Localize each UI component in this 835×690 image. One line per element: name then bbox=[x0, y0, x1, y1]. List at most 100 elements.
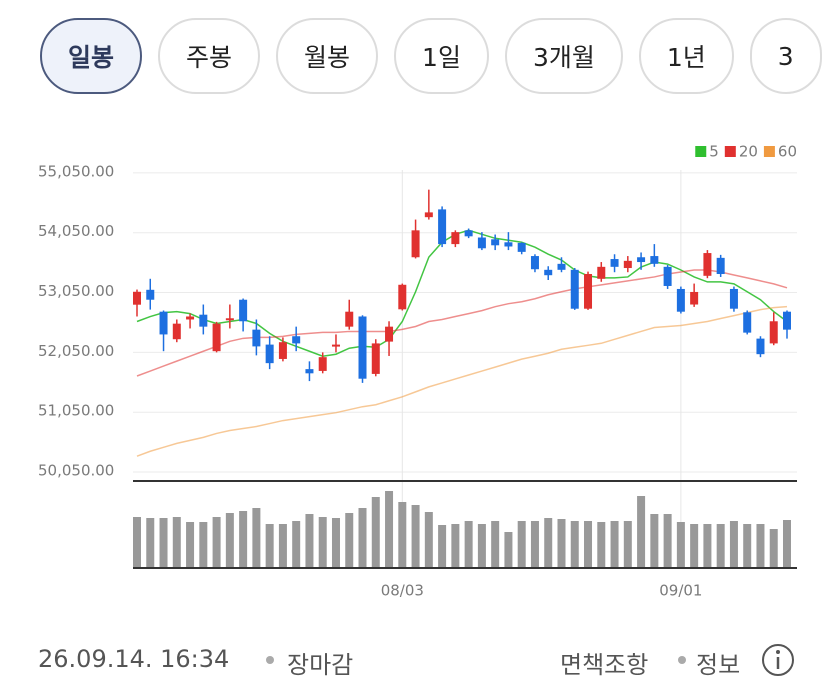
y-tick-label: 54,050.00 bbox=[38, 222, 114, 240]
candle-body bbox=[371, 343, 380, 374]
volume-bar bbox=[623, 521, 632, 568]
separator-dot bbox=[266, 656, 274, 664]
volume-bar bbox=[676, 522, 685, 568]
footer-icons bbox=[266, 644, 794, 676]
volume-bar bbox=[424, 512, 433, 568]
candle-body bbox=[504, 242, 513, 247]
period-tab[interactable]: 일봉 bbox=[40, 18, 143, 94]
period-tabs: 일봉 주봉 월봉 1일 3개월 1년 3 bbox=[40, 18, 835, 100]
candle-body bbox=[584, 274, 593, 309]
volume-bar bbox=[318, 517, 327, 568]
volume-bar bbox=[305, 514, 314, 568]
volume-bar bbox=[252, 508, 261, 568]
candle-body bbox=[252, 329, 261, 347]
volume-bar bbox=[570, 521, 579, 568]
candle-body bbox=[517, 242, 526, 252]
volume-bar bbox=[133, 517, 141, 568]
period-tab[interactable]: 3개월 bbox=[504, 18, 623, 94]
candle-body bbox=[597, 266, 606, 279]
volume-bar bbox=[597, 522, 606, 568]
legend-swatch bbox=[724, 146, 736, 157]
ma-line bbox=[136, 229, 788, 357]
volume-bar bbox=[146, 518, 155, 568]
volume-bar bbox=[345, 513, 354, 568]
separator-dot bbox=[678, 656, 686, 664]
candle-body bbox=[318, 357, 327, 371]
volume-bar bbox=[265, 524, 274, 568]
x-tick-label: 09/01 bbox=[659, 582, 702, 600]
volume-bar bbox=[212, 517, 221, 568]
x-tick-label: 08/03 bbox=[381, 582, 424, 600]
candle-body bbox=[451, 232, 460, 245]
candle-body bbox=[676, 288, 685, 312]
volume-bar bbox=[557, 519, 566, 568]
period-tab[interactable]: 1일 bbox=[394, 18, 489, 94]
candle-body bbox=[292, 336, 301, 344]
volume-bar bbox=[544, 518, 553, 568]
info-icon[interactable] bbox=[762, 644, 794, 676]
timestamp: 26.09.14. 16:34 bbox=[38, 645, 230, 673]
candle-body bbox=[557, 263, 566, 270]
candle-body bbox=[477, 237, 486, 249]
volume-bar bbox=[477, 524, 486, 568]
candle-body bbox=[729, 288, 738, 309]
volume-bar bbox=[464, 521, 473, 568]
candle-body bbox=[133, 291, 141, 305]
ma-line bbox=[136, 269, 788, 377]
info-icon-dot bbox=[776, 650, 780, 654]
volume-bar bbox=[504, 532, 513, 568]
candle-body bbox=[663, 266, 672, 286]
candle-body bbox=[305, 369, 314, 374]
volume-bar bbox=[756, 524, 765, 568]
volume-bar bbox=[398, 502, 407, 568]
volume-bar bbox=[703, 524, 712, 568]
candle-body bbox=[438, 209, 447, 245]
candle-body bbox=[756, 338, 765, 355]
volume-bar bbox=[186, 522, 195, 568]
y-tick-label: 55,050.00 bbox=[38, 162, 114, 180]
candle-body bbox=[743, 312, 752, 333]
candle-body bbox=[398, 284, 407, 310]
disclaimer-link[interactable]: 면책조항 bbox=[560, 651, 649, 679]
candle-body bbox=[146, 289, 155, 300]
volume-bar bbox=[517, 521, 526, 568]
volume-bar bbox=[172, 517, 181, 568]
period-tab[interactable]: 주봉 bbox=[158, 18, 261, 94]
volume-bar bbox=[716, 524, 725, 568]
volume-bar bbox=[438, 525, 447, 568]
candle-body bbox=[172, 323, 181, 340]
legend-label: 5 bbox=[709, 143, 719, 161]
y-tick-label: 51,050.00 bbox=[38, 402, 114, 420]
volume-bar bbox=[530, 521, 539, 568]
candle-body bbox=[716, 257, 725, 275]
candle-body bbox=[358, 316, 367, 379]
info-link[interactable]: 정보 bbox=[696, 651, 741, 679]
legend-label: 20 bbox=[739, 143, 758, 161]
volume-bar bbox=[769, 529, 778, 568]
volume-bar bbox=[650, 514, 659, 568]
legend-swatch bbox=[695, 146, 707, 157]
volume-bar bbox=[159, 518, 168, 568]
volume-bar bbox=[292, 521, 301, 568]
candle-body bbox=[345, 311, 354, 327]
y-tick-label: 53,050.00 bbox=[38, 282, 114, 300]
period-tab[interactable]: 1년 bbox=[638, 18, 734, 94]
candle-body bbox=[637, 257, 646, 263]
candle-body bbox=[385, 326, 394, 342]
candle-body bbox=[530, 256, 539, 270]
y-tick-label: 52,050.00 bbox=[38, 342, 114, 360]
legend-label: 60 bbox=[778, 143, 797, 161]
period-tab[interactable]: 3 bbox=[749, 18, 822, 94]
candle-body bbox=[544, 269, 553, 276]
candle-body bbox=[278, 342, 287, 359]
volume-bar bbox=[663, 514, 672, 568]
period-tab[interactable]: 월봉 bbox=[276, 18, 379, 94]
volume-bar bbox=[637, 496, 646, 568]
candle-body bbox=[610, 259, 619, 267]
footer: 26.09.14. 16:34 장마감 면책조항 정보 bbox=[0, 635, 835, 685]
candle-body bbox=[225, 318, 234, 321]
candle-body bbox=[783, 311, 791, 330]
volume-bar bbox=[451, 524, 460, 568]
candle-body bbox=[464, 230, 473, 237]
